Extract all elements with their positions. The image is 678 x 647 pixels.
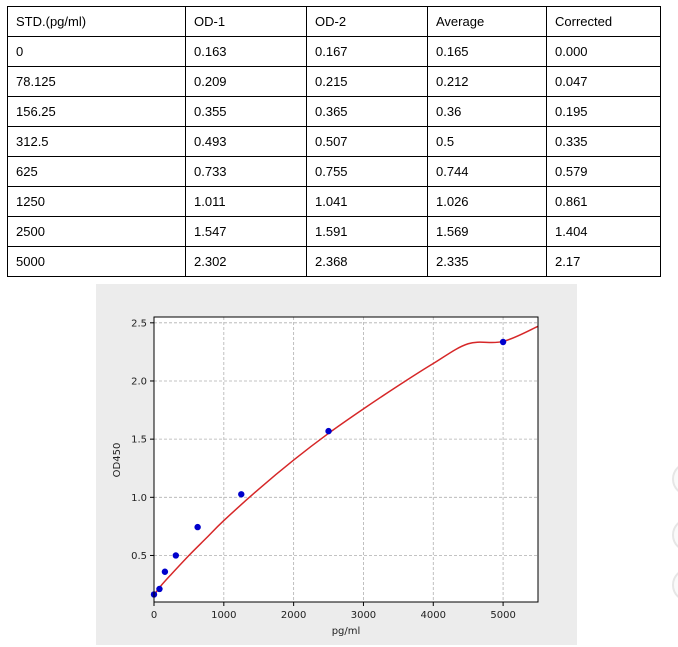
cell-od2: 0.215 (306, 66, 428, 97)
decorative-circle (672, 518, 678, 552)
fit-curve-layer (154, 325, 538, 596)
axis-ticks: 0 1000 2000 3000 4000 5000 0.5 1.0 1.5 2.0 2.5 (131, 318, 516, 621)
plot-area-background (154, 317, 538, 602)
chart-svg: 0 1000 2000 3000 4000 5000 0.5 1.0 1.5 2.0 2.5 pg/… (112, 316, 539, 637)
header-average: Average (427, 6, 547, 37)
cell-std: 0 (7, 36, 186, 67)
cell-average: 2.335 (427, 246, 547, 277)
x-tick-label: 1000 (211, 610, 236, 621)
cell-od1: 0.493 (185, 126, 307, 157)
header-od1: OD-1 (185, 6, 307, 37)
cell-average: 0.212 (427, 66, 547, 97)
cell-std: 156.25 (7, 96, 186, 127)
decorative-circle (672, 568, 678, 602)
table-header-row: STD.(pg/ml) OD-1 OD-2 Average Corrected (7, 6, 661, 37)
cell-corrected: 0.579 (546, 156, 661, 187)
table-row: 156.25 0.355 0.365 0.36 0.195 (7, 96, 661, 127)
cell-corrected: 2.17 (546, 246, 661, 277)
cell-corrected: 0.195 (546, 96, 661, 127)
data-point (194, 523, 201, 531)
cell-average: 0.36 (427, 96, 547, 127)
table-row: 0 0.163 0.167 0.165 0.000 (7, 36, 661, 67)
table-row: 5000 2.302 2.368 2.335 2.17 (7, 246, 661, 277)
cell-od2: 2.368 (306, 246, 428, 277)
x-tick-label: 2000 (281, 610, 306, 621)
cell-od1: 2.302 (185, 246, 307, 277)
decorative-circle (672, 462, 678, 496)
cell-corrected: 0.000 (546, 36, 661, 67)
cell-od2: 1.591 (306, 216, 428, 247)
data-point (172, 552, 180, 559)
cell-od2: 0.365 (306, 96, 428, 127)
cell-od2: 0.755 (306, 156, 428, 187)
y-tick-label: 1.5 (131, 435, 147, 446)
cell-od2: 0.167 (306, 36, 428, 67)
data-point (238, 491, 245, 498)
cell-corrected: 1.404 (546, 216, 661, 247)
cell-corrected: 0.861 (546, 186, 661, 217)
table-row: 1250 1.011 1.041 1.026 0.861 (7, 186, 661, 217)
cell-od2: 1.041 (306, 186, 428, 217)
x-tick-label: 5000 (490, 610, 515, 621)
table-row: 312.5 0.493 0.507 0.5 0.335 (7, 126, 661, 157)
cell-od1: 0.163 (185, 36, 307, 67)
cell-od1: 0.733 (185, 156, 307, 187)
cell-average: 1.026 (427, 186, 547, 217)
cell-od1: 0.355 (185, 96, 307, 127)
cell-corrected: 0.335 (546, 126, 661, 157)
cell-std: 2500 (7, 216, 186, 247)
cell-std: 78.125 (7, 66, 186, 97)
header-corrected: Corrected (546, 6, 661, 37)
x-tick-label: 4000 (421, 610, 446, 621)
x-tick-label: 3000 (351, 610, 376, 621)
cell-od1: 1.547 (185, 216, 307, 247)
cell-std: 625 (7, 156, 186, 187)
cell-std: 312.5 (7, 126, 186, 157)
y-axis-title: OD450 (112, 443, 123, 478)
grid-lines (153, 317, 538, 602)
table-row: 625 0.733 0.755 0.744 0.579 (7, 156, 661, 187)
data-point (499, 338, 507, 346)
cell-average: 1.569 (427, 216, 547, 247)
header-od2: OD-2 (306, 6, 428, 37)
table-row: 2500 1.547 1.591 1.569 1.404 (7, 216, 661, 247)
x-axis-title: pg/ml (332, 626, 361, 637)
standard-curve-chart: 0 1000 2000 3000 4000 5000 0.5 1.0 1.5 2.0 2.5 pg/… (96, 284, 577, 645)
data-point (156, 585, 163, 593)
cell-corrected: 0.047 (546, 66, 661, 97)
y-tick-label: 0.5 (131, 551, 147, 562)
cell-std: 5000 (7, 246, 186, 277)
data-point (325, 427, 332, 435)
standard-curve-table: STD.(pg/ml) OD-1 OD-2 Average Corrected … (7, 6, 661, 277)
cell-average: 0.744 (427, 156, 547, 187)
cell-od1: 0.209 (185, 66, 307, 97)
cell-od2: 0.507 (306, 126, 428, 157)
x-tick-label: 0 (151, 610, 157, 621)
data-point (161, 568, 169, 575)
cell-average: 0.165 (427, 36, 547, 67)
y-tick-label: 2.5 (131, 318, 147, 329)
y-tick-label: 2.0 (131, 376, 147, 387)
table-row: 78.125 0.209 0.215 0.212 0.047 (7, 66, 661, 97)
cell-std: 1250 (7, 186, 186, 217)
fit-curve (154, 325, 538, 596)
y-tick-label: 1.0 (131, 493, 147, 504)
data-points-layer (150, 338, 507, 598)
cell-average: 0.5 (427, 126, 547, 157)
header-std: STD.(pg/ml) (7, 6, 186, 37)
plot-area-frame (153, 316, 539, 603)
cell-od1: 1.011 (185, 186, 307, 217)
